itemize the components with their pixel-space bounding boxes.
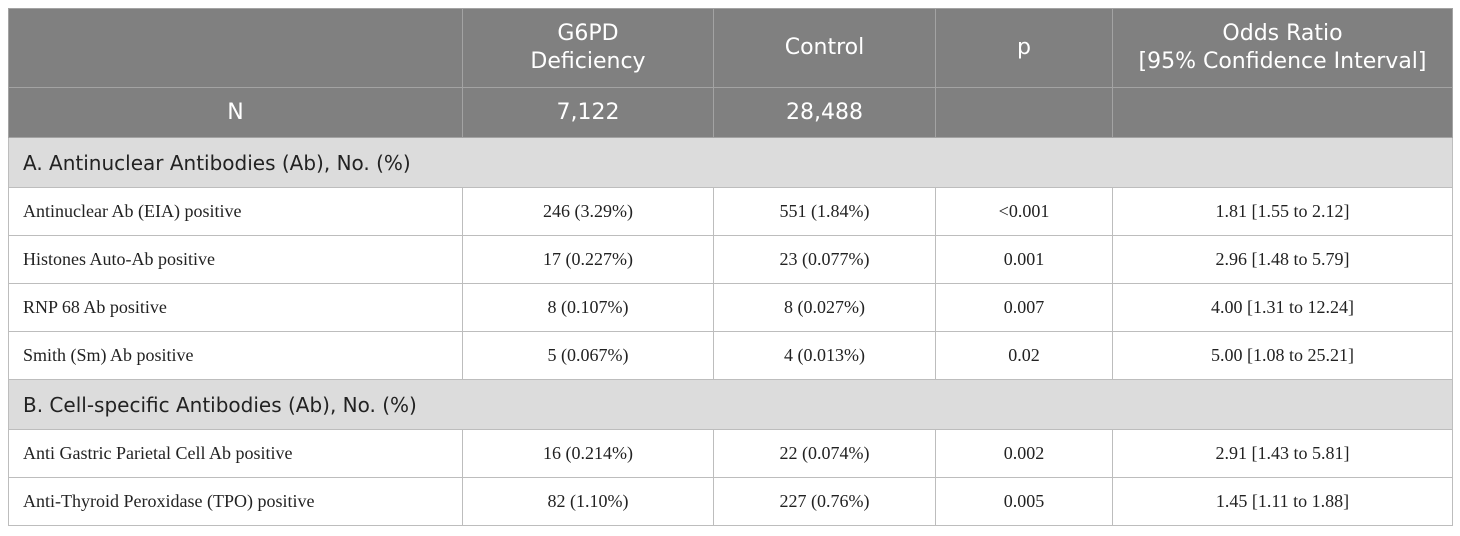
section-title: A. Antinuclear Antibodies (Ab), No. (%) [8,137,1453,188]
cell-p: 0.005 [935,477,1113,526]
table-row: Anti Gastric Parietal Cell Ab positive 1… [8,429,1453,478]
cell-or: 1.45 [1.11 to 1.88] [1112,477,1453,526]
cell-or: 5.00 [1.08 to 25.21] [1112,331,1453,380]
header-or-line1: Odds Ratio [1222,21,1343,46]
cell-control: 22 (0.074%) [713,429,936,478]
header-g6pd: G6PD Deficiency [462,8,714,88]
table-row: Histones Auto-Ab positive 17 (0.227%) 23… [8,235,1453,284]
row-label: Anti Gastric Parietal Cell Ab positive [8,429,463,478]
cell-p: 0.001 [935,235,1113,284]
row-label: Anti-Thyroid Peroxidase (TPO) positive [8,477,463,526]
header-or-line2: [95% Confidence Interval] [1138,49,1427,74]
header-row: G6PD Deficiency Control p Odds Ratio [95… [8,8,1453,88]
cell-g6pd: 17 (0.227%) [462,235,714,284]
cell-p: <0.001 [935,187,1113,236]
section-header-antinuclear: A. Antinuclear Antibodies (Ab), No. (%) [8,137,1453,188]
n-label: N [8,87,463,138]
n-row: N 7,122 28,488 [8,87,1453,138]
header-control: Control [713,8,936,88]
header-p: p [935,8,1113,88]
header-g6pd-line1: G6PD [557,21,619,46]
cell-g6pd: 5 (0.067%) [462,331,714,380]
cell-control: 23 (0.077%) [713,235,936,284]
table-body: N 7,122 28,488 A. Antinuclear Antibodies… [8,87,1453,526]
section-title: B. Cell-specific Antibodies (Ab), No. (%… [8,379,1453,430]
cell-control: 551 (1.84%) [713,187,936,236]
cell-p: 0.02 [935,331,1113,380]
row-label: Antinuclear Ab (EIA) positive [8,187,463,236]
n-or [1112,87,1453,138]
results-table: G6PD Deficiency Control p Odds Ratio [95… [8,8,1453,526]
row-label: Histones Auto-Ab positive [8,235,463,284]
cell-or: 2.96 [1.48 to 5.79] [1112,235,1453,284]
cell-g6pd: 82 (1.10%) [462,477,714,526]
cell-or: 1.81 [1.55 to 2.12] [1112,187,1453,236]
cell-control: 227 (0.76%) [713,477,936,526]
cell-or: 4.00 [1.31 to 12.24] [1112,283,1453,332]
cell-g6pd: 8 (0.107%) [462,283,714,332]
cell-or: 2.91 [1.43 to 5.81] [1112,429,1453,478]
row-label: RNP 68 Ab positive [8,283,463,332]
table-row: RNP 68 Ab positive 8 (0.107%) 8 (0.027%)… [8,283,1453,332]
n-g6pd: 7,122 [462,87,714,138]
table-row: Antinuclear Ab (EIA) positive 246 (3.29%… [8,187,1453,236]
cell-p: 0.007 [935,283,1113,332]
header-g6pd-line2: Deficiency [530,49,646,74]
header-odds-ratio: Odds Ratio [95% Confidence Interval] [1112,8,1453,88]
cell-control: 4 (0.013%) [713,331,936,380]
n-control: 28,488 [713,87,936,138]
section-header-cell-specific: B. Cell-specific Antibodies (Ab), No. (%… [8,379,1453,430]
cell-g6pd: 246 (3.29%) [462,187,714,236]
cell-g6pd: 16 (0.214%) [462,429,714,478]
cell-p: 0.002 [935,429,1113,478]
header-label [8,8,463,88]
cell-control: 8 (0.027%) [713,283,936,332]
n-p [935,87,1113,138]
table-row: Smith (Sm) Ab positive 5 (0.067%) 4 (0.0… [8,331,1453,380]
table-row: Anti-Thyroid Peroxidase (TPO) positive 8… [8,477,1453,526]
table-header: G6PD Deficiency Control p Odds Ratio [95… [8,8,1453,88]
row-label: Smith (Sm) Ab positive [8,331,463,380]
